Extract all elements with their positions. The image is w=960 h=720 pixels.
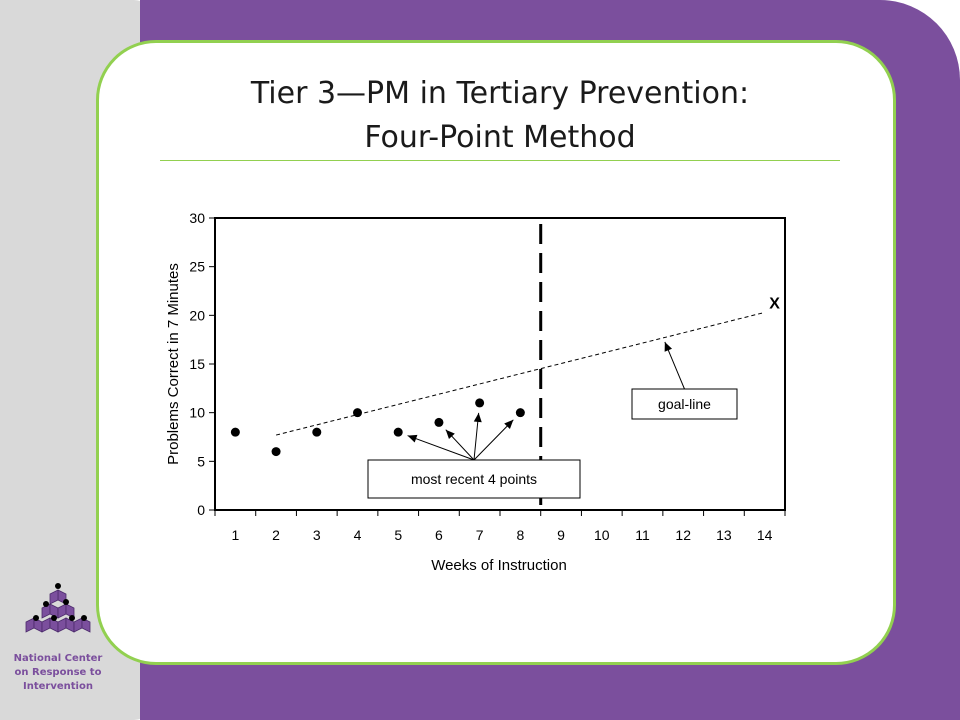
- data-point: [312, 427, 322, 437]
- data-point: [434, 417, 444, 427]
- y-axis-title: Problems Correct in 7 Minutes: [165, 263, 182, 465]
- arrow-head: [445, 429, 455, 440]
- y-tick-label: 0: [197, 502, 205, 518]
- x-tick-label: 12: [675, 527, 691, 543]
- x-tick-label: 11: [635, 527, 650, 543]
- y-tick-label: 10: [189, 405, 205, 421]
- content-panel: [96, 40, 896, 665]
- y-tick-label: 25: [189, 259, 205, 275]
- annotation-arrow: [473, 419, 514, 461]
- y-tick-label: 5: [197, 453, 205, 469]
- data-point: [393, 427, 403, 437]
- arrow-head: [473, 412, 482, 423]
- x-tick-label: 8: [516, 527, 524, 543]
- recent-points-label: most recent 4 points: [411, 471, 537, 487]
- data-point: [475, 398, 485, 408]
- nccri-logo: [25, 583, 91, 633]
- title-line-1: Tier 3—PM in Tertiary Prevention:: [250, 76, 750, 111]
- data-point: [515, 408, 525, 418]
- org-line-1: National Center: [13, 653, 103, 664]
- y-tick-label: 20: [189, 307, 205, 323]
- organization-name: National Center on Response to Intervent…: [8, 652, 108, 694]
- x-tick-label: 5: [394, 527, 402, 543]
- goal-line-label: goal-line: [658, 396, 711, 412]
- annotation-arrows: [407, 341, 685, 461]
- arrow-head: [504, 419, 514, 430]
- data-point: [271, 447, 281, 457]
- x-axis-title: Weeks of Instruction: [431, 557, 567, 574]
- data-points: [230, 398, 525, 457]
- x-tick-label: 13: [716, 527, 732, 543]
- data-point: [353, 408, 362, 418]
- y-tick-label: 15: [189, 356, 205, 372]
- y-axis-ticks: 0 5 10 15 20 25 30: [189, 210, 215, 518]
- x-tick-label: 1: [231, 527, 239, 543]
- x-tick-label: 2: [272, 527, 280, 543]
- x-tick-label: 3: [313, 527, 321, 543]
- slide-title: Tier 3—PM in Tertiary Prevention: Four-P…: [160, 72, 840, 160]
- title-line-2: Four-Point Method: [364, 120, 636, 155]
- x-tick-label: 14: [757, 527, 773, 543]
- x-tick-label: 4: [354, 527, 362, 543]
- x-tick-label: 7: [476, 527, 484, 543]
- x-axis-ticks: 1 2 3 4 5 6 7 8 9 10 11 12 13 14: [214, 510, 786, 543]
- title-divider: [160, 160, 840, 161]
- goal-marker: X: [769, 295, 780, 312]
- recent-points-box: [367, 459, 581, 499]
- org-line-2: on Response to: [14, 667, 102, 678]
- arrow-head: [407, 434, 418, 443]
- x-tick-label: 9: [557, 527, 565, 543]
- annotation-arrow: [407, 435, 475, 461]
- arrow-head: [664, 341, 673, 352]
- goal-line-box: [631, 388, 738, 420]
- org-line-3: Intervention: [23, 681, 93, 692]
- x-tick-label: 10: [594, 527, 610, 543]
- x-tick-label: 6: [435, 527, 443, 543]
- y-tick-label: 30: [189, 210, 205, 226]
- data-point: [230, 427, 240, 437]
